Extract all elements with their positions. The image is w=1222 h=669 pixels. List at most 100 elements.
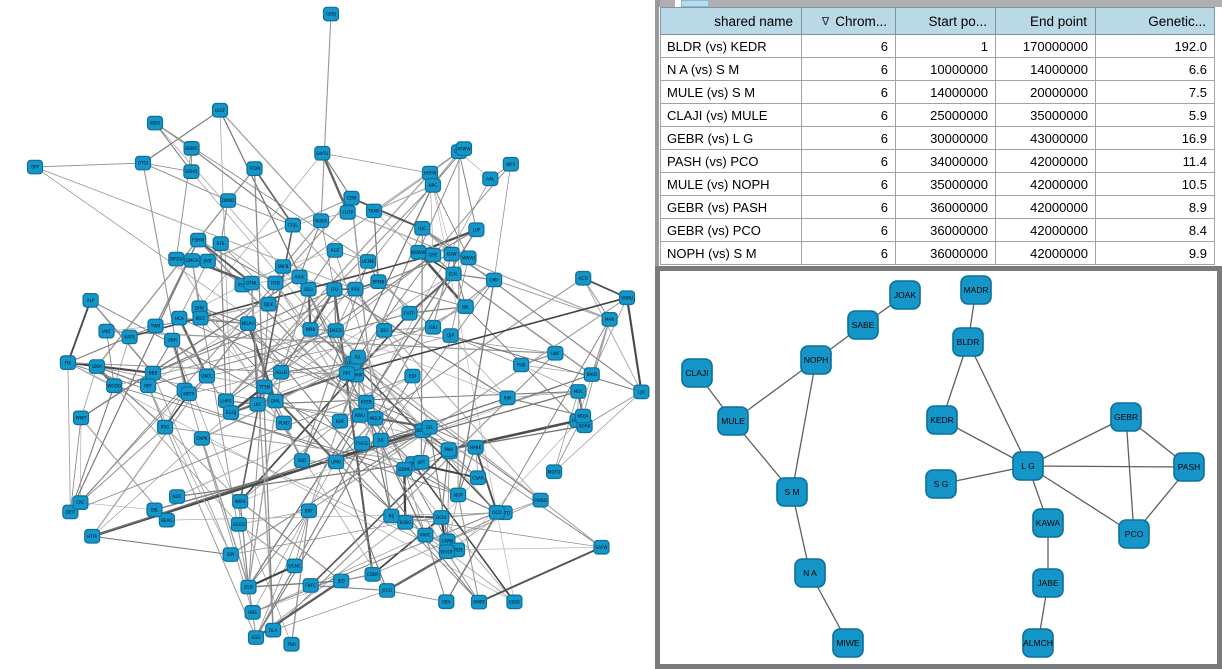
network-node[interactable]: UNH [164, 332, 181, 348]
node-sm[interactable]: S M [776, 477, 808, 507]
network-node[interactable]: IWL [457, 299, 474, 314]
small-network-canvas[interactable]: JOAK SABE NOPH CLAJI MULE S M N A MIWE MADR BLDR K… [660, 271, 1217, 664]
table-row[interactable]: NOPH (vs) S M 6 36000000 42000000 9.9 [660, 241, 1215, 265]
network-node[interactable]: UCME [359, 254, 377, 269]
network-node[interactable]: DCIU [433, 510, 450, 525]
col-header-end-point[interactable]: End point [995, 7, 1096, 35]
network-node[interactable]: RHF [331, 413, 349, 429]
network-node[interactable]: NUC [169, 489, 186, 504]
network-node[interactable]: PLKB [275, 415, 292, 431]
network-node[interactable]: JFCG [379, 583, 396, 598]
cell-value[interactable]: 6 [801, 80, 896, 104]
cell-value[interactable]: 35000000 [995, 103, 1096, 127]
cell-value[interactable]: 30000000 [895, 126, 996, 150]
network-node[interactable]: OMPE [470, 594, 488, 610]
network-node[interactable]: PAPC [417, 527, 434, 543]
table-row[interactable]: GEBR (vs) L G 6 30000000 43000000 16.9 [660, 126, 1215, 150]
cell-value[interactable]: 42000000 [995, 149, 1096, 173]
cell-value[interactable]: 6 [801, 241, 896, 265]
cell-value[interactable]: 10000000 [895, 57, 996, 81]
network-node[interactable]: ATWW [455, 141, 473, 156]
network-node[interactable]: WBWW [410, 244, 427, 260]
network-node[interactable]: MDJA [574, 408, 592, 424]
network-node[interactable]: WBNJ [618, 290, 636, 306]
table-row[interactable]: GEBR (vs) PCO 6 36000000 42000000 8.4 [660, 218, 1215, 242]
network-node[interactable]: BEAG [158, 512, 175, 528]
cell-shared-name[interactable]: NOPH (vs) S M [660, 241, 802, 265]
network-node[interactable]: MDTO [545, 464, 563, 480]
node-sg[interactable]: S G [925, 469, 957, 499]
cell-value[interactable]: 6 [801, 103, 896, 127]
cell-value[interactable]: 42000000 [995, 241, 1096, 265]
network-node[interactable]: AAL [482, 171, 499, 187]
cell-value[interactable]: 6 [801, 57, 896, 81]
cell-shared-name[interactable]: MULE (vs) S M [660, 80, 802, 104]
network-node[interactable]: ACD [575, 270, 592, 286]
cell-value[interactable]: 5.9 [1095, 103, 1215, 127]
network-node[interactable]: MGC [570, 384, 587, 399]
network-node[interactable]: GKM [88, 359, 106, 374]
cell-value[interactable]: 42000000 [995, 218, 1096, 242]
network-node[interactable]: BBT [300, 503, 317, 519]
network-node[interactable]: CSAR [469, 470, 487, 486]
node-sabe[interactable]: SABE [847, 310, 879, 340]
network-node[interactable]: FSHW [190, 232, 207, 248]
network-node[interactable]: DDPK [396, 461, 413, 477]
network-node[interactable]: SWTU [314, 145, 331, 161]
network-node[interactable]: GEBJ [322, 6, 340, 22]
table-row[interactable]: BLDR (vs) KEDR 6 1 170000000 192.0 [660, 34, 1215, 58]
network-node[interactable]: EDI [404, 368, 421, 384]
network-node[interactable]: IWRS [232, 494, 249, 509]
filter-funnel-icon[interactable]: ∇ [821, 15, 830, 28]
cell-value[interactable]: 11.4 [1095, 149, 1215, 173]
large-network-canvas[interactable]: GEBJ OPP OTGI IBDG DCI IWRS LUF DEO IWL COBP HNS MG… [0, 0, 655, 669]
cell-value[interactable]: 170000000 [995, 34, 1096, 58]
network-node[interactable]: SNFB [274, 259, 292, 274]
node-mule[interactable]: MULE [717, 406, 749, 436]
cell-value[interactable]: 42000000 [995, 195, 1096, 219]
cell-value[interactable]: 14000000 [995, 57, 1096, 81]
network-node[interactable]: KUBG [397, 514, 414, 530]
network-node[interactable]: TKMP [365, 203, 383, 219]
network-node[interactable]: TWR [147, 318, 164, 334]
network-node[interactable]: CRC [72, 495, 89, 510]
network-node[interactable]: JUL [372, 432, 389, 448]
network-node[interactable]: DKNO [220, 193, 237, 208]
cell-value[interactable]: 34000000 [895, 149, 996, 173]
network-node[interactable]: CMP [486, 272, 503, 288]
network-node[interactable]: JPAT [199, 253, 216, 269]
node-claji[interactable]: CLAJI [681, 358, 713, 388]
network-node[interactable]: LKF [249, 397, 266, 412]
network-node[interactable]: LWF [547, 345, 564, 361]
table-row[interactable]: N A (vs) S M 6 10000000 14000000 6.6 [660, 57, 1215, 81]
network-edge-GEBR-PCO[interactable] [1125, 416, 1135, 535]
cell-value[interactable]: 9.9 [1095, 241, 1215, 265]
table-row[interactable]: GEBR (vs) PASH 6 36000000 42000000 8.9 [660, 195, 1215, 219]
cell-value[interactable]: 36000000 [895, 195, 996, 219]
cell-value[interactable]: 36000000 [895, 241, 996, 265]
col-header-chrom-[interactable]: ∇ Chrom... [801, 7, 896, 35]
network-node[interactable]: WFS [502, 156, 519, 172]
cell-value[interactable]: 192.0 [1095, 34, 1215, 58]
network-node[interactable]: AGLB [273, 364, 290, 380]
cell-value[interactable]: 8.4 [1095, 218, 1215, 242]
node-na[interactable]: N A [794, 558, 826, 588]
network-node[interactable]: FOD [267, 275, 284, 291]
network-node[interactable]: LUF [468, 222, 485, 238]
network-node[interactable]: IAKT [98, 323, 115, 339]
cell-shared-name[interactable]: GEBR (vs) L G [660, 126, 802, 150]
network-node[interactable]: DML [267, 393, 284, 409]
network-node[interactable]: OCD [488, 505, 505, 520]
table-row[interactable]: CLAJI (vs) MULE 6 25000000 35000000 5.9 [660, 103, 1215, 127]
network-node[interactable]: NUEA [313, 213, 330, 229]
cell-shared-name[interactable]: PASH (vs) PCO [660, 149, 802, 173]
network-node[interactable]: FUB [512, 357, 530, 373]
col-header-start-po-[interactable]: Start po... [895, 7, 996, 35]
network-node[interactable]: SAFW [593, 539, 610, 555]
network-node[interactable]: JCAL [445, 266, 462, 282]
network-node[interactable]: KOW [443, 246, 460, 262]
network-node[interactable]: HNS [244, 604, 261, 620]
network-edge-LG-PCO[interactable] [1027, 465, 1135, 535]
cell-value[interactable]: 8.9 [1095, 195, 1215, 219]
network-node[interactable]: DTNL [243, 275, 260, 291]
